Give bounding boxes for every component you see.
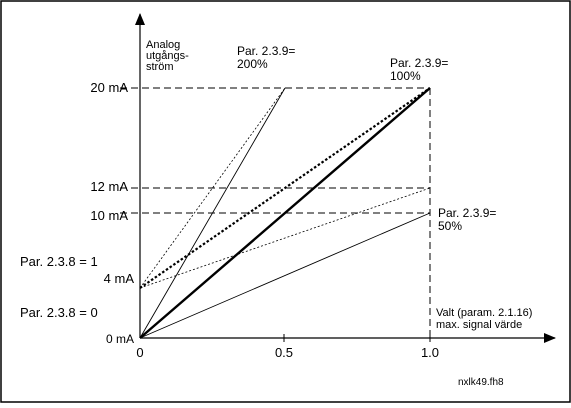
label-100-line1: Par. 2.3.9=	[390, 56, 448, 70]
label-200-line2: 200%	[237, 57, 268, 71]
series-line-3	[139, 212, 431, 339]
label-100-line2: 100%	[390, 69, 421, 83]
y-tick-label-12ma: 12 mA	[90, 179, 128, 194]
series-line-2	[139, 87, 431, 339]
series-line-1	[139, 87, 286, 339]
x-tick-label-10: 1.0	[421, 345, 439, 360]
series-lines	[139, 87, 431, 339]
y-tick-label-4ma: 4 mA	[104, 271, 135, 286]
series-line-5	[139, 87, 431, 289]
y-axis-label-line3: ström	[146, 61, 174, 73]
y-axis-label-line1: Analog	[146, 39, 180, 51]
label-offset-1: Par. 2.3.8 = 1	[20, 254, 98, 269]
label-offset-0: Par. 2.3.8 = 0	[20, 305, 98, 320]
x-tick-label-05: 0.5	[275, 345, 293, 360]
reference-lines	[120, 87, 431, 338]
y-tick-label-10ma: 10 mA	[90, 208, 128, 223]
label-50-line1: Par. 2.3.9=	[438, 206, 496, 220]
x-axis-note-line2: max. signal värde	[436, 319, 522, 331]
x-tick-label-0: 0	[136, 345, 143, 360]
y-tick-label-0ma: 0 mA	[106, 332, 134, 346]
series-line-6	[139, 187, 431, 289]
y-tick-label-20ma: 20 mA	[90, 80, 128, 95]
series-line-4	[139, 87, 286, 289]
y-axis-label-line2: utgångs-	[146, 50, 189, 62]
label-50-line2: 50%	[438, 219, 462, 233]
label-200-line1: Par. 2.3.9=	[237, 44, 295, 58]
x-axis-note-line1: Valt (param. 2.1.16)	[436, 307, 532, 319]
figure-id: nxlk49.fh8	[458, 377, 504, 388]
